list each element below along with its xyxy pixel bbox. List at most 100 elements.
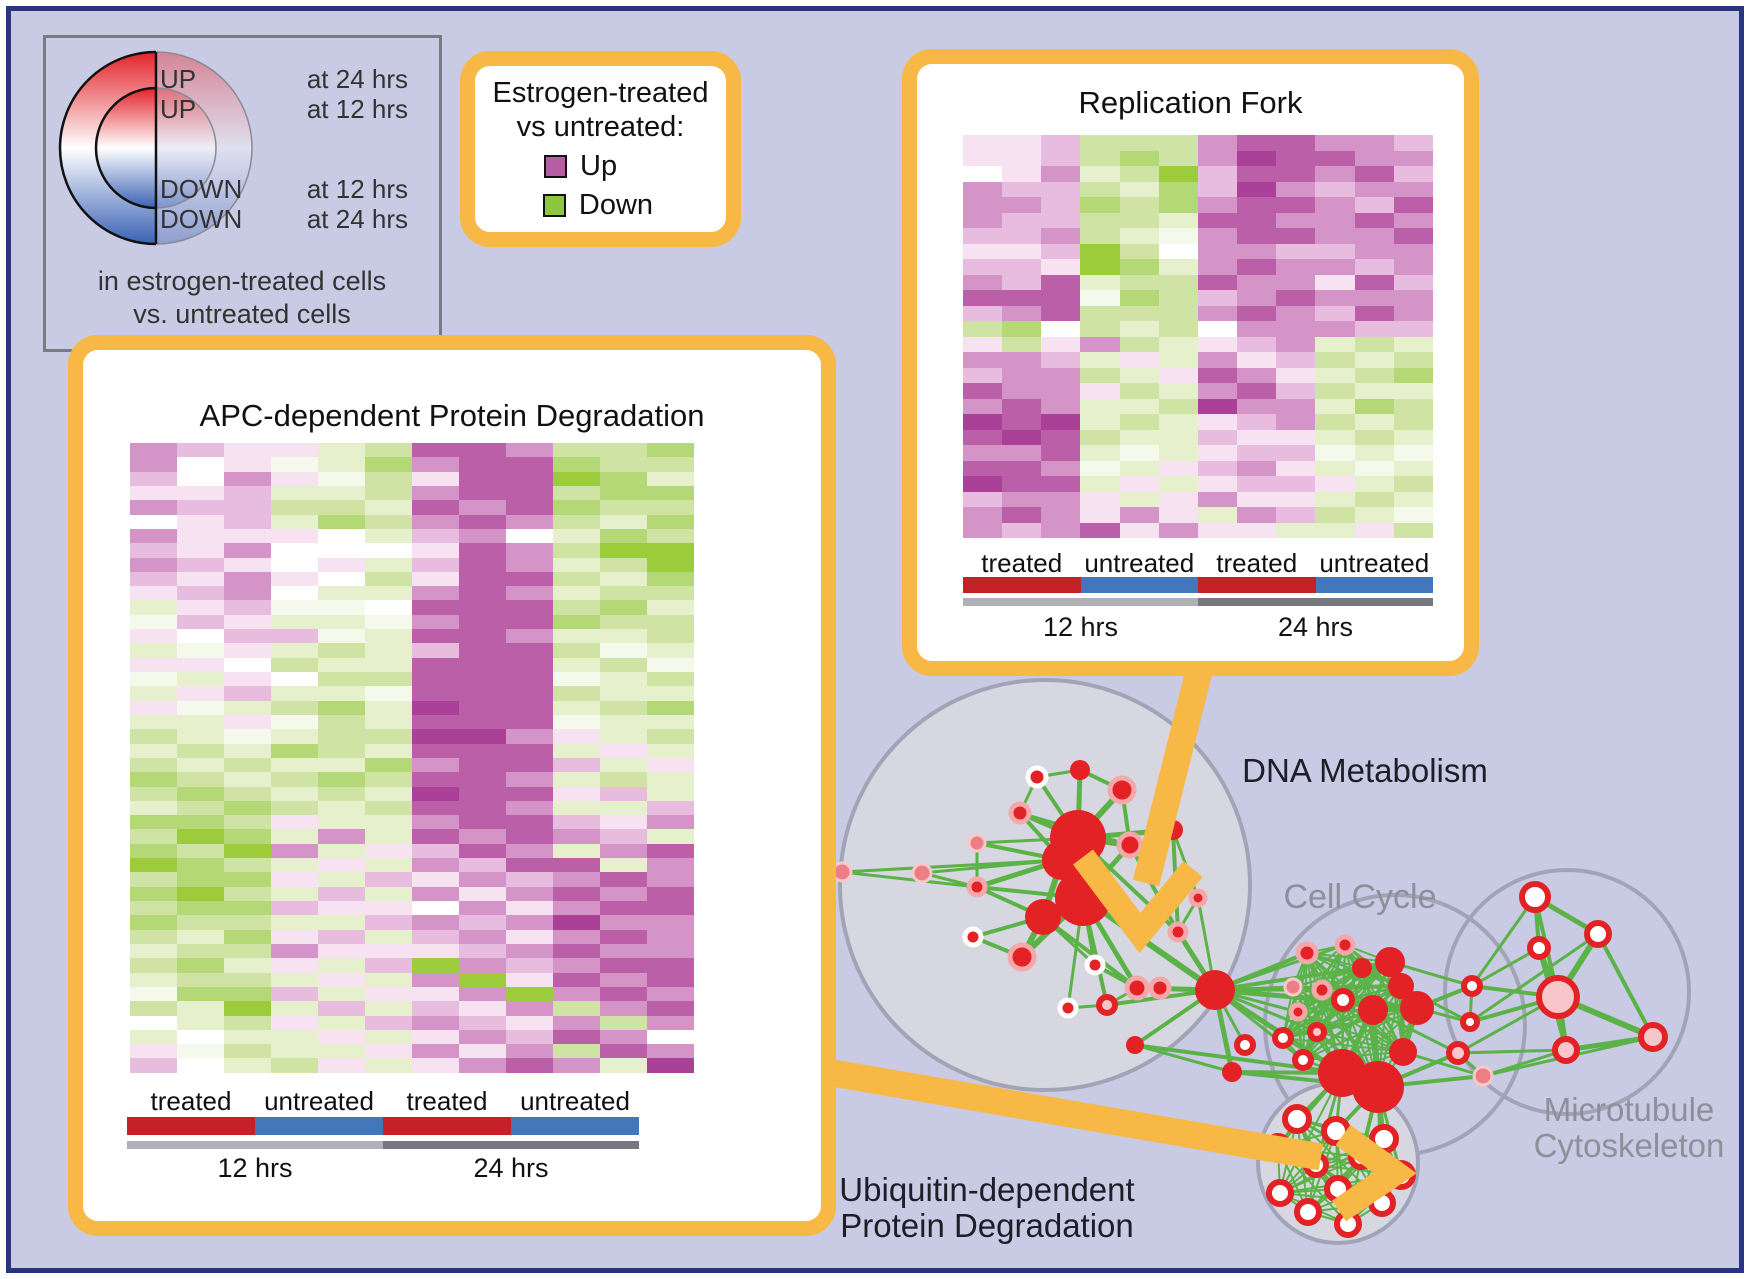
heatmap-cell: [1276, 274, 1316, 290]
heatmap-cell: [963, 305, 1003, 321]
heatmap-cell: [1080, 491, 1120, 507]
heatmap-row: [963, 243, 1433, 259]
heatmap-row: [130, 457, 694, 472]
heatmap-cell: [1119, 445, 1159, 461]
heatmap-cell: [963, 476, 1003, 492]
heatmap-row: [130, 1044, 694, 1059]
heatmap-cell: [318, 786, 365, 801]
heatmap-cell: [365, 1029, 412, 1045]
heatmap-cell: [224, 557, 271, 572]
gene-set-node: [1124, 975, 1150, 1001]
heatmap-cell: [647, 686, 694, 701]
gene-set-node: [1288, 1002, 1308, 1022]
heatmap-cell: [459, 858, 506, 873]
ring-label-up24-time: at 24 hrs: [307, 64, 408, 94]
heatmap-cell: [1393, 259, 1433, 275]
heatmap-cell: [224, 800, 271, 816]
heatmap-cell: [1276, 507, 1316, 523]
heatmap-cell: [1080, 429, 1120, 445]
heatmap-cell: [1041, 491, 1081, 507]
heatmap-cell: [1158, 135, 1198, 151]
updown-legend-box: Estrogen-treated vs untreated: Up Down: [460, 51, 741, 247]
heatmap-cell: [1237, 445, 1277, 461]
heatmap-cell: [271, 1044, 318, 1059]
heatmap-row: [130, 858, 694, 873]
heatmap-cell: [271, 843, 318, 859]
heatmap-cell: [177, 528, 224, 544]
heatmap-cell: [506, 1044, 553, 1059]
heatmap-cell: [1393, 274, 1433, 290]
heatmap-cell: [1276, 398, 1316, 414]
heatmap-cell: [1393, 491, 1433, 507]
heatmap-cell: [130, 672, 177, 687]
heatmap-cell: [412, 514, 459, 529]
heatmap-cell: [271, 514, 318, 529]
heatmap-cell: [1237, 367, 1277, 383]
heatmap-cell: [318, 929, 365, 944]
heatmap-cell: [365, 643, 412, 658]
heatmap-cell: [459, 1058, 506, 1073]
heatmap-cell: [224, 543, 271, 558]
heatmap-cell: [318, 485, 365, 501]
heatmap-cell: [459, 772, 506, 787]
heatmap-cell: [365, 514, 412, 529]
heatmap-cell: [318, 986, 365, 1002]
heatmap-cell: [963, 507, 1003, 523]
heatmap-cell: [318, 657, 365, 672]
heatmap-cell: [1354, 305, 1394, 321]
heatmap-cell: [365, 1001, 412, 1016]
microtubule-label-1: Microtubule: [1544, 1091, 1715, 1128]
group-label: untreated: [1084, 548, 1195, 578]
heatmap-row: [963, 367, 1433, 383]
gene-set-node: [1266, 1179, 1294, 1207]
heatmap-cell: [1080, 398, 1120, 414]
group-label: treated: [150, 1086, 232, 1116]
heatmap-cell: [412, 815, 459, 830]
gene-set-node: [1536, 975, 1580, 1019]
heatmap-cell: [506, 901, 553, 916]
heatmap-cell: [647, 929, 694, 944]
heatmap-row: [963, 491, 1433, 507]
heatmap-cell: [600, 843, 647, 859]
heatmap-cell: [130, 543, 177, 558]
dna-metabolism-label: DNA Metabolism: [1242, 752, 1488, 789]
heatmap-cell: [647, 557, 694, 572]
heatmap-cell: [365, 672, 412, 687]
heatmap-cell: [459, 700, 506, 715]
heatmap-cell: [224, 943, 271, 959]
heatmap-cell: [271, 672, 318, 687]
down-label: Down: [578, 189, 654, 221]
heatmap-cell: [1197, 476, 1238, 492]
heatmap-cell: [506, 843, 553, 859]
heatmap-cell: [1041, 166, 1081, 182]
gene-set-node: [1007, 942, 1037, 972]
heatmap-cell: [1002, 460, 1042, 476]
heatmap-cell: [130, 629, 177, 644]
heatmap-cell: [1158, 414, 1198, 430]
updown-legend-title: Estrogen-treated vs untreated:: [492, 77, 709, 143]
heatmap-cell: [318, 672, 365, 687]
network-edge: [1372, 1008, 1459, 1055]
heatmap-cell: [600, 772, 647, 787]
heatmap-cell: [553, 443, 600, 458]
gene-set-node: [1331, 988, 1355, 1012]
heatmap-cell: [1080, 181, 1120, 197]
heatmap-row: [130, 1015, 694, 1030]
heatmap-cell: [647, 643, 694, 658]
heatmap-row: [130, 629, 694, 644]
legend-item-up: Up: [523, 150, 673, 183]
heatmap-cell: [177, 772, 224, 787]
heatmap-cell: [506, 1001, 553, 1016]
heatmap-cell: [318, 943, 365, 959]
heatmap-cell: [130, 528, 177, 544]
heatmap-cell: [412, 1001, 459, 1016]
heatmap-cell: [1354, 212, 1394, 228]
heatmap-cell: [506, 457, 553, 472]
heatmap-cell: [647, 614, 694, 630]
heatmap-cell: [963, 460, 1003, 476]
heatmap-cell: [130, 643, 177, 658]
heatmap-cell: [459, 1001, 506, 1016]
heatmap-cell: [647, 443, 694, 458]
heatmap-row: [130, 886, 694, 901]
heatmap-cell: [365, 986, 412, 1002]
